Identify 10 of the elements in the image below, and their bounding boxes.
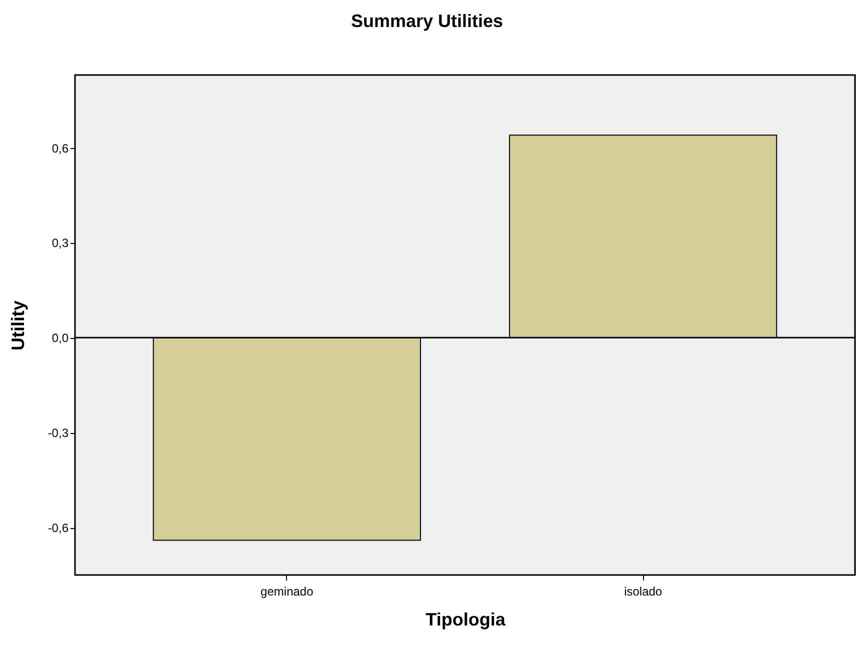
y-tick-label: 0,3 <box>52 236 69 250</box>
y-tick-label: -0,6 <box>48 521 69 536</box>
x-tick-label: geminado <box>260 584 314 598</box>
y-tick-label: 0,0 <box>52 331 69 346</box>
y-axis-title: Utility <box>8 300 28 351</box>
x-axis-title: Tipologia <box>426 610 506 630</box>
chart-title: Summary Utilities <box>350 11 504 31</box>
y-tick-label: 0,6 <box>52 141 69 156</box>
y-tick-label: -0,3 <box>48 426 69 440</box>
x-tick-label: isolado <box>624 584 662 598</box>
